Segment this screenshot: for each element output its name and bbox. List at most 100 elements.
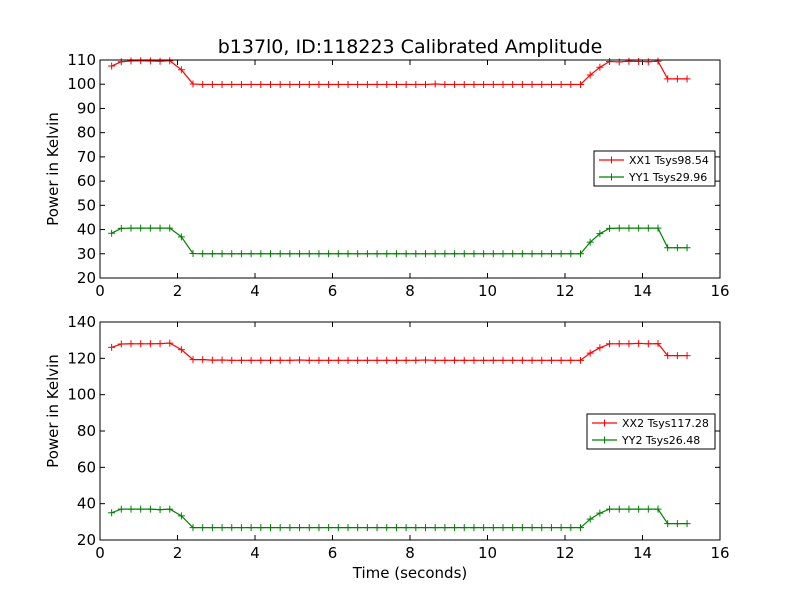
- data-point: [460, 250, 468, 258]
- data-point: [547, 80, 555, 88]
- data-point: [344, 80, 352, 88]
- data-point: [177, 233, 185, 241]
- data-point: [137, 505, 145, 513]
- data-point: [635, 224, 643, 232]
- data-point: [499, 80, 507, 88]
- data-point: [315, 250, 323, 258]
- data-point: [528, 356, 536, 364]
- legend-marker: [601, 419, 608, 427]
- data-point: [635, 339, 643, 347]
- data-point: [276, 356, 284, 364]
- data-point: [644, 224, 652, 232]
- legend-box: [586, 413, 716, 450]
- y-tick-label: 120: [67, 349, 96, 367]
- data-point: [117, 224, 125, 232]
- data-point: [305, 524, 313, 532]
- data-point: [383, 524, 391, 532]
- data-point: [267, 356, 274, 364]
- data-point: [108, 509, 116, 517]
- data-point: [296, 250, 304, 258]
- data-point: [286, 524, 294, 532]
- series-line: [111, 60, 688, 86]
- data-point: [480, 524, 488, 532]
- data-point: [596, 509, 604, 517]
- data-point: [615, 58, 623, 66]
- data-point: [189, 524, 197, 532]
- data-point: [267, 250, 274, 258]
- data-point: [615, 224, 623, 232]
- data-point: [156, 224, 164, 232]
- data-point: [499, 356, 507, 364]
- y-tick-label: 20: [77, 269, 96, 287]
- data-point: [625, 340, 633, 348]
- data-point: [189, 80, 197, 88]
- data-point: [518, 80, 526, 88]
- data-point: [635, 505, 643, 513]
- data-point: [363, 524, 371, 532]
- data-point: [402, 356, 410, 364]
- data-point: [567, 524, 575, 532]
- data-point: [199, 80, 207, 88]
- x-tick-label: 10: [478, 282, 497, 300]
- data-point: [177, 346, 185, 354]
- y-tick-label: 20: [77, 531, 96, 549]
- data-point: [586, 515, 594, 523]
- legend-label: YY1 Tsys29.96: [628, 171, 707, 184]
- data-point: [470, 356, 478, 364]
- data-point: [577, 356, 584, 364]
- data-point: [489, 80, 497, 88]
- data-point: [557, 250, 565, 258]
- data-point: [654, 340, 662, 348]
- data-point: [567, 356, 575, 364]
- data-point: [470, 250, 478, 258]
- data-point: [117, 340, 125, 348]
- data-point: [596, 63, 604, 71]
- data-point: [451, 250, 459, 258]
- series-line: [111, 227, 688, 255]
- data-point: [334, 356, 342, 364]
- legend-marker: [601, 436, 608, 444]
- data-point: [644, 58, 652, 66]
- x-tick-label: 0: [95, 282, 105, 300]
- data-point: [315, 524, 323, 532]
- data-point: [596, 344, 604, 352]
- data-point: [480, 356, 488, 364]
- data-point: [108, 343, 116, 351]
- data-point: [586, 71, 594, 79]
- data-point: [276, 80, 284, 88]
- data-point: [108, 229, 116, 237]
- data-point: [267, 80, 274, 88]
- data-point: [528, 524, 536, 532]
- data-point: [625, 505, 633, 513]
- data-point: [166, 339, 174, 347]
- data-point: [654, 224, 662, 232]
- data-point: [644, 340, 652, 348]
- x-tick-label: 16: [710, 282, 729, 300]
- y-tick-label: 80: [77, 422, 96, 440]
- data-point: [156, 57, 164, 65]
- data-point: [218, 250, 226, 258]
- data-point: [441, 524, 449, 532]
- y-tick-label: 40: [77, 495, 96, 513]
- data-point: [683, 352, 691, 360]
- data-point: [315, 356, 323, 364]
- data-point: [189, 250, 197, 258]
- data-point: [538, 250, 546, 258]
- data-point: [334, 80, 342, 88]
- x-tick-label: 8: [405, 544, 415, 562]
- data-point: [557, 356, 565, 364]
- data-point: [625, 57, 633, 65]
- data-point: [615, 505, 623, 513]
- y-tick-label: 100: [67, 386, 96, 404]
- data-point: [431, 356, 439, 364]
- data-point: [518, 356, 526, 364]
- y-tick-label: 60: [77, 458, 96, 476]
- data-point: [257, 524, 265, 532]
- data-point: [606, 57, 614, 65]
- data-point: [373, 80, 381, 88]
- data-point: [296, 524, 304, 532]
- data-point: [664, 244, 672, 252]
- data-point: [286, 250, 294, 258]
- data-point: [257, 250, 265, 258]
